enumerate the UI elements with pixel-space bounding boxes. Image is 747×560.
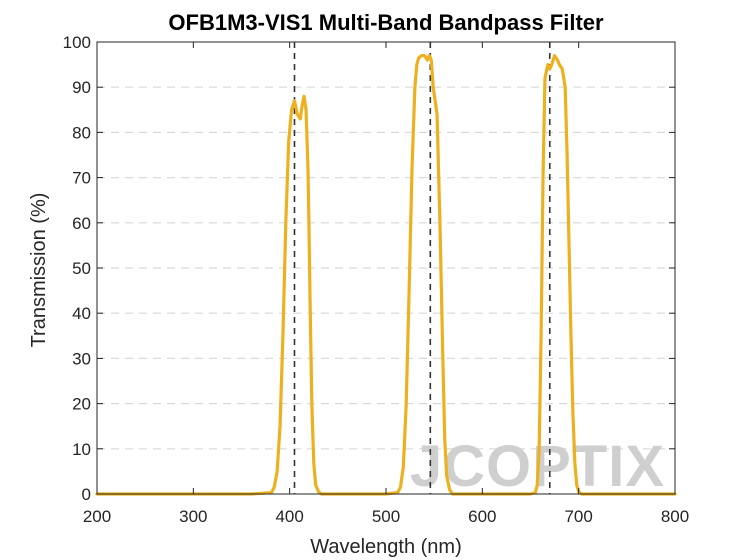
x-tick-label-700: 700 <box>564 507 592 526</box>
y-tick-label-70: 70 <box>72 169 91 188</box>
x-axis-label: Wavelength (nm) <box>310 536 462 558</box>
grid-lines <box>97 86 675 450</box>
y-tick-label-20: 20 <box>72 395 91 414</box>
chart-title: OFB1M3-VIS1 Multi-Band Bandpass Filter <box>168 10 604 35</box>
y-tick-label-100: 100 <box>63 33 91 52</box>
y-tick-label-0: 0 <box>82 485 91 504</box>
y-tick-label-60: 60 <box>72 214 91 233</box>
x-tick-label-300: 300 <box>179 507 207 526</box>
x-tick-label-200: 200 <box>83 507 111 526</box>
y-axis-label: Transmission (%) <box>28 193 50 348</box>
y-axis-ticks: 0 10 20 30 40 50 60 70 80 90 100 <box>63 33 675 504</box>
y-tick-label-30: 30 <box>72 349 91 368</box>
x-axis-ticks: 200 300 400 500 600 700 800 <box>83 42 689 526</box>
y-tick-label-40: 40 <box>72 304 91 323</box>
y-tick-label-90: 90 <box>72 78 91 97</box>
x-tick-label-400: 400 <box>275 507 303 526</box>
series-line-0 <box>95 53 677 496</box>
x-tick-label-600: 600 <box>468 507 496 526</box>
series-group <box>95 53 677 496</box>
y-tick-label-10: 10 <box>72 440 91 459</box>
x-tick-label-800: 800 <box>661 507 689 526</box>
x-tick-label-500: 500 <box>372 507 400 526</box>
reference-lines <box>293 42 551 494</box>
y-tick-label-80: 80 <box>72 123 91 142</box>
y-tick-label-50: 50 <box>72 259 91 278</box>
